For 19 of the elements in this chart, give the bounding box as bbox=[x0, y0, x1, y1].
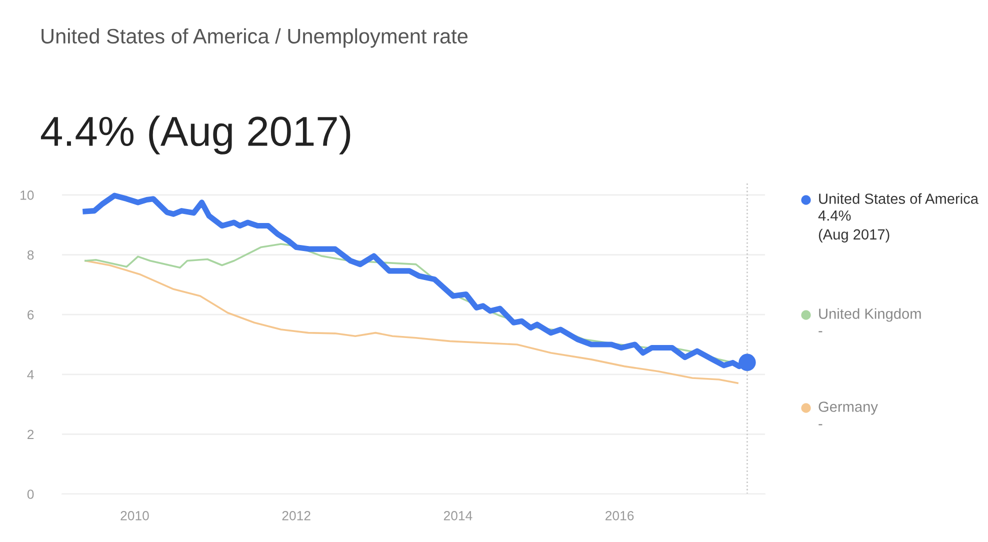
x-tick-label: 2010 bbox=[120, 511, 149, 520]
text: - bbox=[818, 424, 822, 426]
y-tick-label: 2 bbox=[28, 430, 34, 439]
text: 4.4% (Aug 2017) bbox=[818, 210, 890, 242]
y-tick-label: 10 bbox=[20, 190, 34, 200]
legend-label: Germany bbox=[818, 402, 878, 415]
line-series bbox=[84, 260, 738, 384]
x-tick-label: 2016 bbox=[606, 511, 634, 520]
legend-label: United States of America bbox=[819, 193, 978, 204]
legend-label: United Kingdom bbox=[819, 308, 921, 322]
y-tick-label: 6 bbox=[28, 310, 34, 320]
chart-title: United States of America / Unemployment rate bbox=[42, 28, 468, 48]
text: - bbox=[818, 331, 822, 332]
x-tick-label: 2014 bbox=[444, 511, 472, 520]
y-tick-label: 0 bbox=[27, 490, 34, 499]
x-tick-label: 2012 bbox=[282, 511, 310, 520]
y-tick-label: 4 bbox=[27, 370, 34, 380]
chart-subtitle: 4.4% (Aug 2017) bbox=[40, 116, 350, 154]
y-tick-label: 8 bbox=[27, 250, 34, 260]
